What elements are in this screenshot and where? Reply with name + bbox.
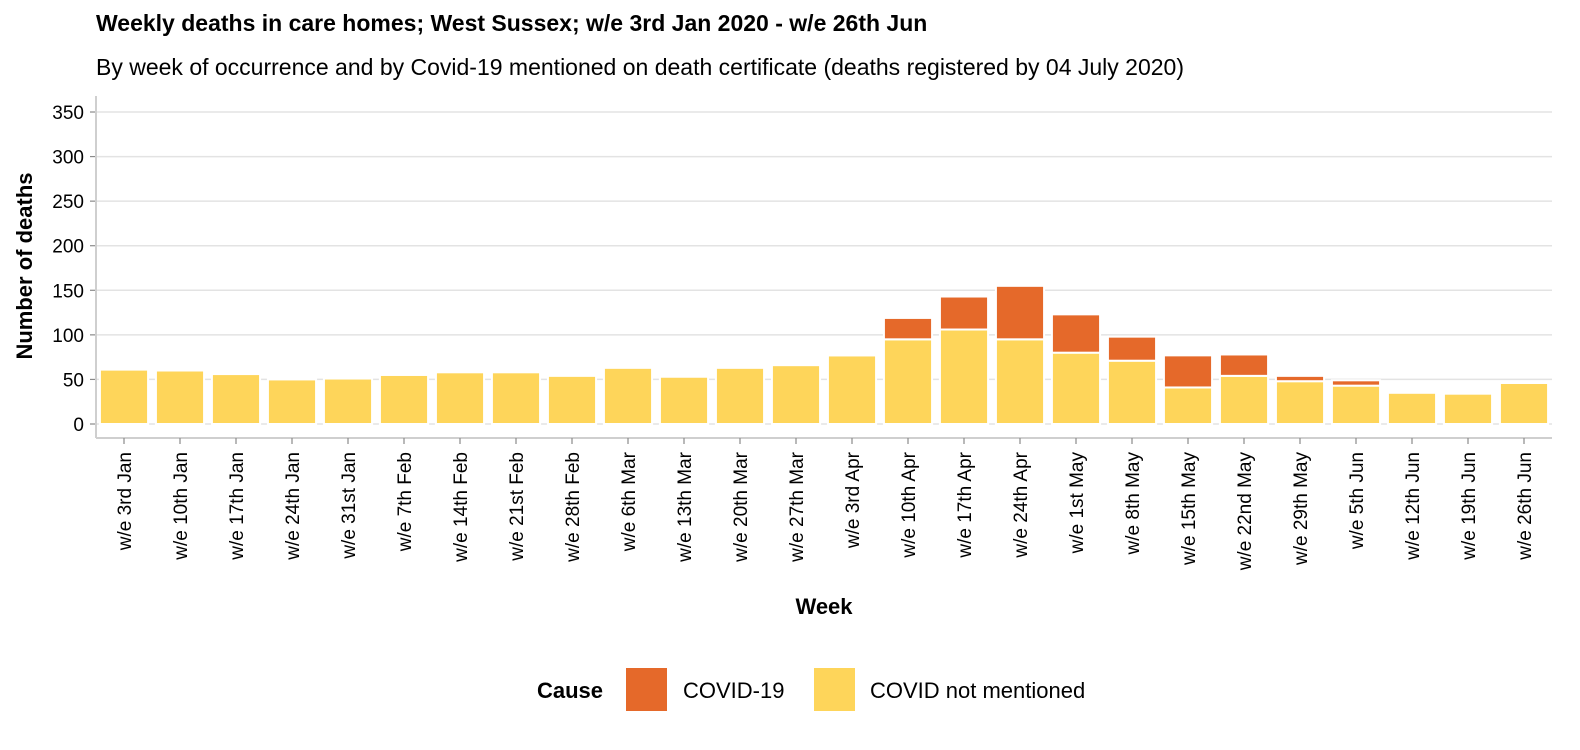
bar-covid-not-mentioned (1162, 386, 1214, 426)
y-tick-label: 150 (52, 281, 84, 302)
bar-covid-not-mentioned (938, 328, 990, 425)
bar-covid-not-mentioned (1274, 380, 1326, 425)
bar-covid-19 (826, 352, 878, 357)
bar-covid-not-mentioned (882, 338, 934, 425)
legend-label-covid-not-mentioned: COVID not mentioned (870, 678, 1086, 703)
bar-covid-not-mentioned (714, 366, 766, 425)
bar-covid-not-mentioned (826, 354, 878, 426)
y-tick-label: 250 (52, 192, 84, 213)
x-tick-label: w/e 3rd Jan (115, 452, 136, 551)
y-tick-label: 300 (52, 148, 84, 169)
y-tick-labels: 0 50 100 150 200 250 300 350 (52, 103, 84, 436)
bar-covid-19 (1106, 335, 1158, 362)
bar-covid-19 (1218, 353, 1270, 377)
bar-covid-not-mentioned (658, 375, 710, 425)
bar-covid-not-mentioned (1386, 391, 1438, 425)
bar-covid-19 (938, 295, 990, 331)
y-tick-label: 0 (73, 415, 84, 436)
bar-covid-not-mentioned (322, 377, 374, 426)
bar-covid-not-mentioned (1106, 359, 1158, 425)
bars (98, 284, 1550, 426)
x-axis-title: Week (795, 594, 853, 619)
legend-key-covid-19 (626, 668, 667, 711)
x-tick-label: w/e 27th Mar (787, 451, 808, 562)
bar-covid-not-mentioned (434, 371, 486, 425)
bar-covid-19 (882, 316, 934, 341)
y-axis-title: Number of deaths (12, 172, 37, 359)
x-tick-label: w/e 29th May (1291, 452, 1312, 566)
x-tick-label: w/e 5th Jun (1347, 452, 1368, 550)
bar-covid-not-mentioned (210, 373, 262, 426)
axes (90, 96, 1552, 444)
y-tick-label: 100 (52, 326, 84, 347)
x-tick-label: w/e 21st Feb (507, 452, 528, 562)
bar-covid-19 (1162, 354, 1214, 389)
x-tick-label: w/e 13th Mar (675, 451, 696, 562)
bar-covid-not-mentioned (546, 374, 598, 426)
bar-covid-not-mentioned (602, 366, 654, 425)
legend-title: Cause (537, 678, 604, 703)
x-tick-label: w/e 14th Feb (451, 452, 472, 563)
bar-covid-not-mentioned (154, 369, 206, 425)
y-tick-label: 50 (63, 370, 84, 391)
x-tick-label: w/e 20th Mar (731, 451, 752, 562)
x-tick-label: w/e 10th Jan (171, 452, 192, 561)
y-tick-label: 200 (52, 237, 84, 258)
bar-covid-not-mentioned (1050, 351, 1102, 425)
x-tick-label: w/e 17th Apr (955, 451, 976, 558)
bar-covid-19 (1274, 374, 1326, 383)
legend: Cause COVID-19 COVID not mentioned (0, 668, 1580, 712)
gridlines (96, 111, 1552, 425)
chart-subtitle: By week of occurrence and by Covid-19 me… (96, 54, 1185, 80)
x-tick-label: w/e 31st Jan (339, 452, 360, 560)
bar-covid-not-mentioned (1218, 374, 1270, 426)
bar-covid-19 (1050, 313, 1102, 354)
bar-covid-not-mentioned (378, 373, 430, 425)
bar-covid-not-mentioned (266, 378, 318, 425)
bar-covid-not-mentioned (994, 338, 1046, 425)
x-tick-label: w/e 22nd May (1235, 452, 1256, 572)
bar-covid-not-mentioned (1330, 384, 1382, 425)
x-tick-labels: w/e 3rd Jan w/e 10th Jan w/e 17th Jan w/e 2… (115, 451, 1536, 571)
x-tick-label: w/e 24th Jan (283, 452, 304, 561)
bar-covid-not-mentioned (98, 368, 150, 426)
legend-label-covid-19: COVID-19 (683, 678, 785, 703)
chart-title: Weekly deaths in care homes; West Sussex… (96, 10, 928, 36)
x-tick-label: w/e 7th Feb (395, 452, 416, 552)
x-tick-label: w/e 26th Jun (1515, 452, 1536, 561)
x-tick-label: w/e 17th Jan (227, 452, 248, 561)
x-tick-label: w/e 24th Apr (1011, 451, 1032, 558)
legend-key-covid-not-mentioned (814, 668, 855, 711)
bar-covid-19 (1330, 379, 1382, 387)
x-tick-label: w/e 28th Feb (563, 452, 584, 563)
y-tick-label: 350 (52, 103, 84, 124)
bar-covid-not-mentioned (770, 364, 822, 426)
x-tick-label: w/e 19th Jun (1459, 452, 1480, 561)
x-tick-label: w/e 12th Jun (1403, 452, 1424, 561)
x-tick-label: w/e 10th Apr (899, 451, 920, 558)
x-tick-label: w/e 8th May (1123, 452, 1144, 556)
bar-covid-not-mentioned (1442, 392, 1494, 426)
bar-covid-not-mentioned (1498, 381, 1550, 426)
x-tick-label: w/e 1st May (1067, 452, 1088, 555)
x-tick-label: w/e 6th Mar (619, 451, 640, 552)
x-tick-label: w/e 3rd Apr (843, 451, 864, 549)
x-tick-label: w/e 15th May (1179, 452, 1200, 566)
bar-covid-19 (994, 284, 1046, 341)
bar-covid-not-mentioned (490, 371, 542, 425)
